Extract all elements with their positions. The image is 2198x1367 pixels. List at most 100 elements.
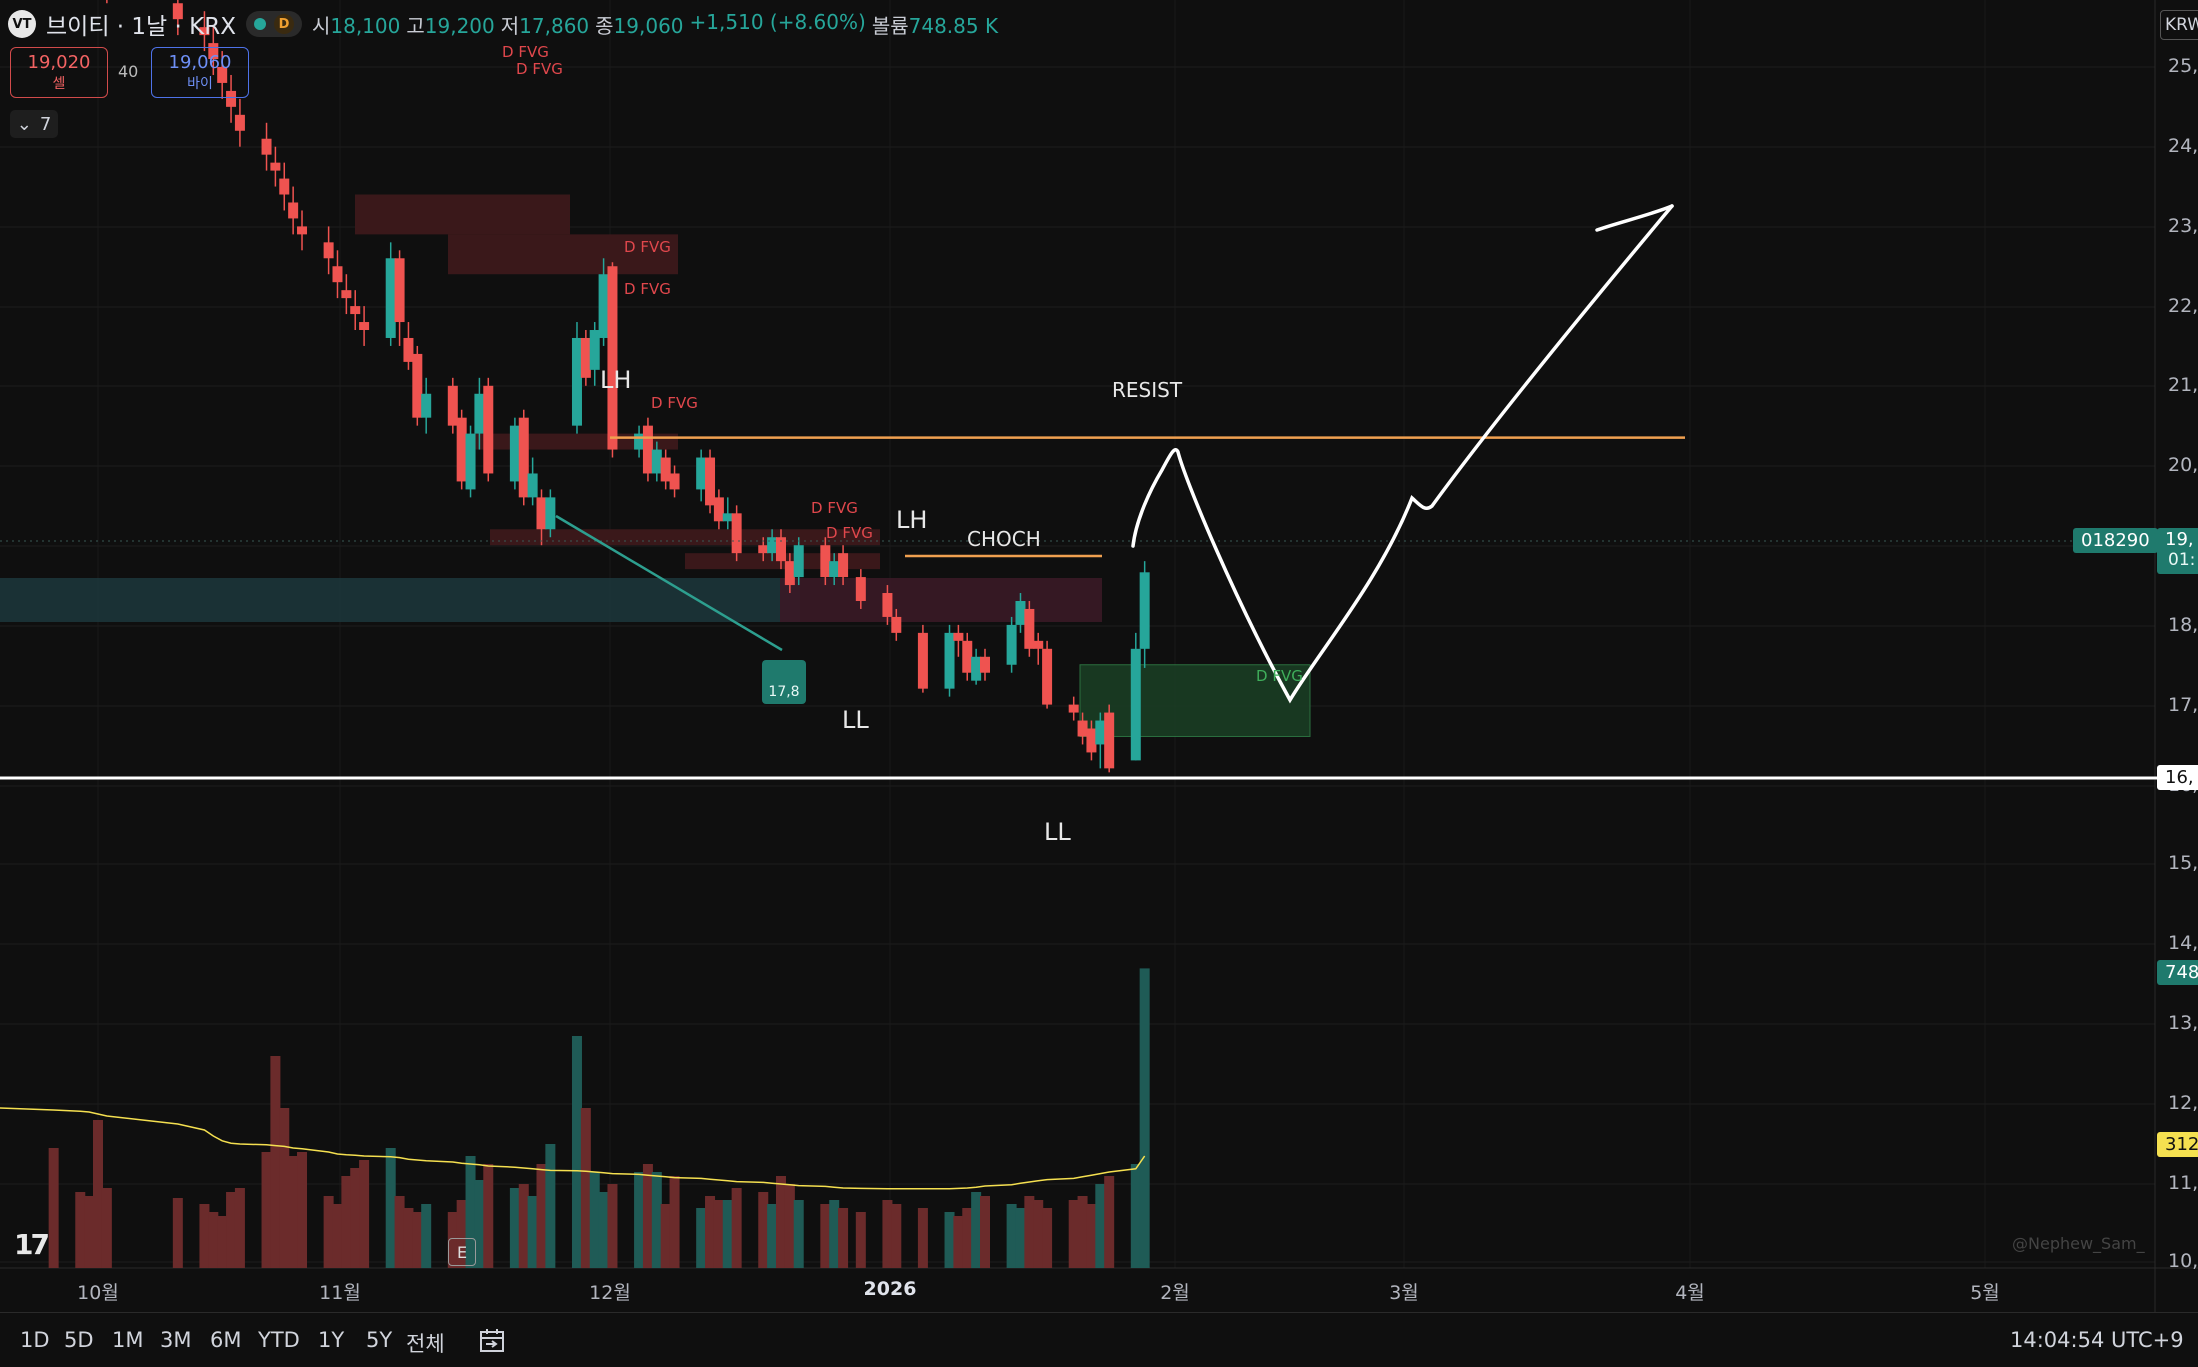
ohlc-value: 19,200: [424, 13, 495, 38]
volume-bar: [341, 1176, 352, 1268]
volume-bar: [261, 1152, 272, 1268]
tradingview-logo[interactable]: 17: [14, 1228, 50, 1261]
candle-body: [829, 561, 840, 578]
swing-label-lh: LH: [896, 506, 928, 534]
volume-bar: [199, 1204, 210, 1268]
volume-bar: [669, 1176, 680, 1268]
candle-body: [722, 513, 733, 522]
volume-bar: [536, 1164, 547, 1268]
candle-body: [891, 616, 902, 633]
volume-bar: [527, 1196, 538, 1268]
candle-body: [350, 306, 361, 315]
volume-ma-tag: 312: [2157, 1132, 2198, 1157]
chevron-down-icon: ⌄: [16, 113, 32, 135]
candle-body: [403, 337, 414, 362]
candle-body: [1139, 572, 1150, 649]
candle-body: [820, 545, 831, 578]
time-axis-label: 5월: [1970, 1282, 2000, 1304]
volume-bar: [944, 1212, 955, 1268]
indicators-toggle[interactable]: ⌄ 7: [10, 110, 58, 138]
candle-body: [713, 497, 724, 522]
candle-body: [980, 656, 990, 673]
volume-bar: [855, 1212, 866, 1268]
buy-button[interactable]: 19,060 바이: [151, 47, 249, 98]
volume-bar: [403, 1208, 414, 1268]
volume-bar: [1104, 1176, 1115, 1268]
volume-bar: [793, 1200, 804, 1268]
range-button[interactable]: 1M: [112, 1328, 144, 1352]
volume-bar: [545, 1144, 556, 1268]
ohlc-key: 저: [500, 13, 520, 38]
candle-body: [527, 473, 538, 498]
volume-bar: [971, 1192, 982, 1268]
price-axis-label: 21,: [2168, 374, 2198, 396]
range-button[interactable]: 5D: [64, 1328, 94, 1352]
candle-body: [509, 425, 520, 482]
volume-bar: [829, 1200, 840, 1268]
candle-body: [1077, 720, 1088, 737]
range-button[interactable]: 1D: [20, 1328, 50, 1352]
fvg-label: D FVG: [826, 524, 873, 542]
volume-bar: [598, 1192, 609, 1268]
fvg-label: D FVG: [516, 60, 563, 78]
volume-bar: [1015, 1208, 1026, 1268]
candle-body: [208, 43, 219, 60]
candle-body: [838, 553, 849, 578]
sell-button[interactable]: 19,020 셀: [10, 47, 108, 98]
candle-body: [634, 433, 645, 450]
volume-bar: [1077, 1196, 1088, 1268]
volume-bar: [696, 1208, 707, 1268]
candle-body: [297, 226, 308, 235]
candle-body: [731, 513, 742, 554]
ohlc-value: 17,860: [519, 13, 590, 38]
currency-label[interactable]: KRW: [2160, 10, 2198, 40]
symbol-header[interactable]: VT 브이티 · 1날 · KRX D 시18,100 고19,200 저17,86…: [8, 6, 998, 42]
choch-label: CHOCH: [967, 527, 1041, 551]
range-button[interactable]: YTD: [258, 1328, 300, 1352]
volume-bar: [775, 1176, 786, 1268]
market-open-icon: [253, 18, 266, 30]
volume-bar: [758, 1192, 769, 1268]
fvg-label: D FVG: [651, 394, 698, 412]
price-axis-label: 24,: [2168, 135, 2198, 157]
candle-body: [571, 337, 582, 426]
candle-body: [660, 457, 671, 482]
candle-body: [279, 178, 290, 195]
candle-body: [394, 258, 405, 323]
volume-bar: [722, 1200, 733, 1268]
fvg-zone: [448, 234, 678, 275]
fvg-zone: [1079, 664, 1311, 737]
volume-bar: [385, 1148, 396, 1268]
candle-body: [288, 202, 299, 219]
candle-body: [775, 537, 786, 562]
fvg-zone: [355, 194, 570, 235]
candle-body: [172, 3, 183, 20]
candle-body: [1104, 712, 1115, 769]
range-button[interactable]: 전체: [406, 1332, 445, 1356]
volume-bar: [359, 1160, 370, 1268]
calendar-goto-icon[interactable]: [478, 1328, 508, 1354]
resist-label: RESIST: [1112, 378, 1183, 402]
range-button[interactable]: 5Y: [366, 1328, 393, 1352]
candle-body: [217, 67, 228, 83]
candle-body: [642, 425, 653, 474]
volume-bar: [1033, 1200, 1044, 1268]
fvg-label: D FVG: [1256, 667, 1303, 685]
earnings-badge[interactable]: E: [448, 1238, 476, 1266]
candle-body: [917, 632, 928, 689]
ohlc-item: 종19,060: [595, 10, 683, 39]
symbol-title[interactable]: 브이티 · 1날 · KRX: [46, 14, 236, 40]
range-button[interactable]: 6M: [210, 1328, 242, 1352]
price-axis-label: 22,: [2168, 295, 2198, 317]
range-button[interactable]: 1Y: [318, 1328, 345, 1352]
market-status[interactable]: D: [245, 11, 302, 37]
range-button[interactable]: 3M: [160, 1328, 192, 1352]
clock[interactable]: 14:04:54 UTC+9: [2010, 1328, 2184, 1352]
candle-body: [456, 417, 467, 482]
candle-body: [518, 417, 529, 498]
candle-body: [855, 577, 866, 601]
ohlc-key: 종: [595, 13, 614, 38]
candle-body: [607, 266, 618, 450]
price-axis-label: 25,: [2168, 55, 2198, 77]
